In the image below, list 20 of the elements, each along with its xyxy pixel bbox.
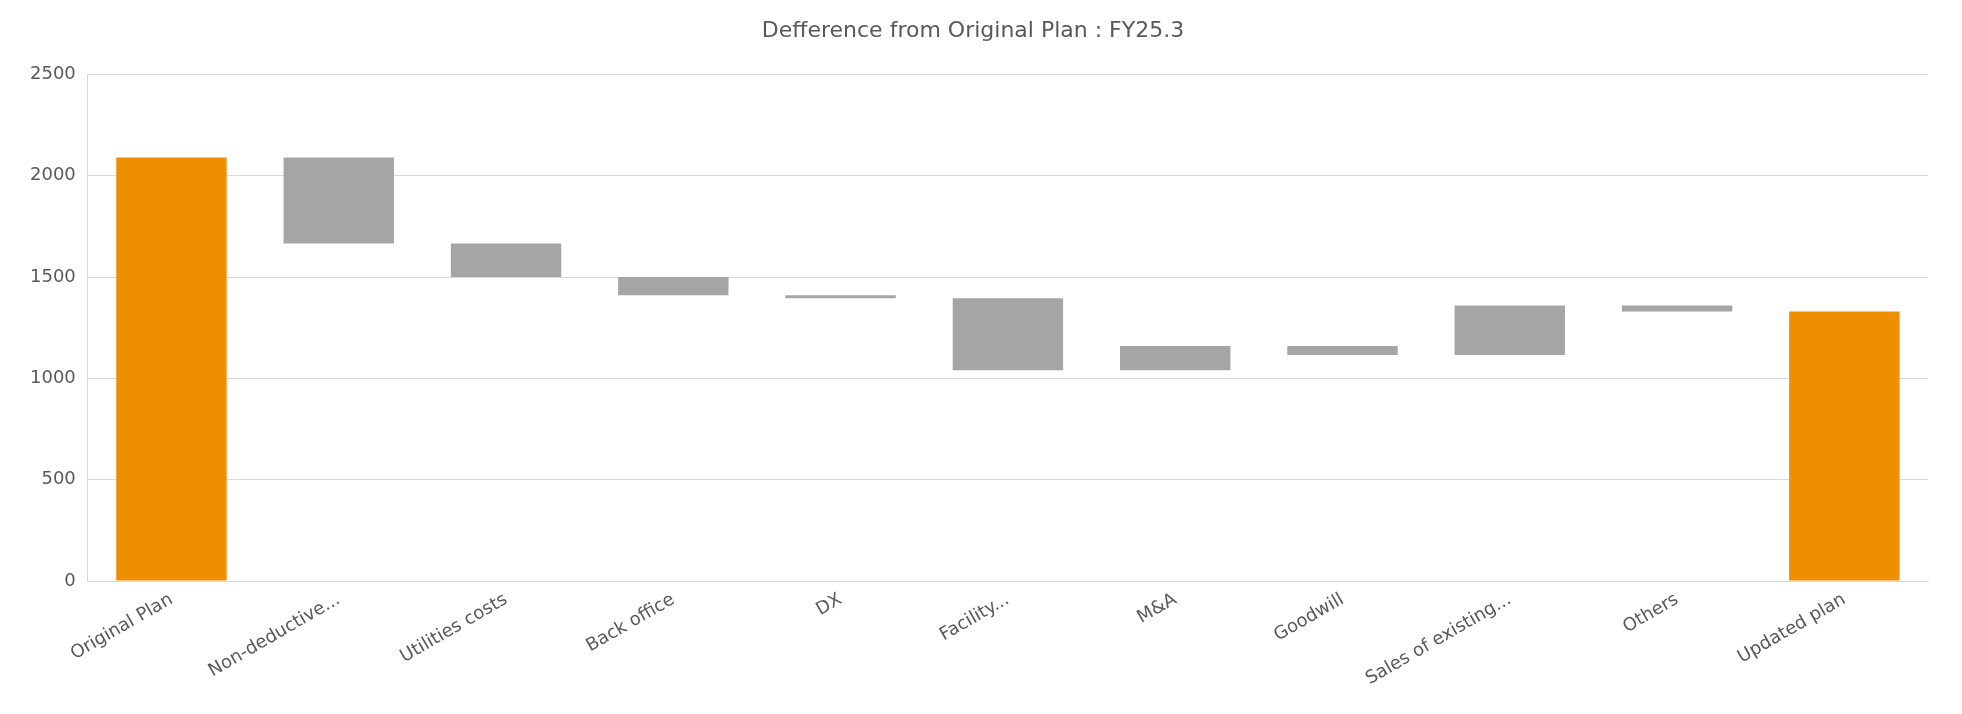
y-tick-label: 2000	[30, 163, 76, 185]
bar	[116, 157, 227, 581]
bar	[1454, 305, 1565, 356]
x-tick-label: DX	[811, 587, 845, 619]
bar	[1621, 305, 1733, 312]
bar	[1119, 345, 1231, 371]
x-tick-label: M&A	[1132, 587, 1181, 627]
chart-title: Defference from Original Plan : FY25.3	[761, 16, 1185, 42]
bar	[283, 157, 394, 244]
y-tick-label: 1500	[30, 264, 76, 286]
y-tick-label: 2500	[30, 62, 76, 84]
y-tick-label: 0	[64, 568, 76, 590]
bar	[952, 298, 1064, 371]
y-tick-label: 1000	[30, 366, 76, 388]
bar	[1287, 345, 1398, 356]
bar	[450, 243, 562, 278]
bar	[1789, 311, 1900, 581]
bar	[785, 295, 896, 299]
y-tick-label: 500	[41, 467, 76, 489]
bar	[618, 277, 729, 296]
